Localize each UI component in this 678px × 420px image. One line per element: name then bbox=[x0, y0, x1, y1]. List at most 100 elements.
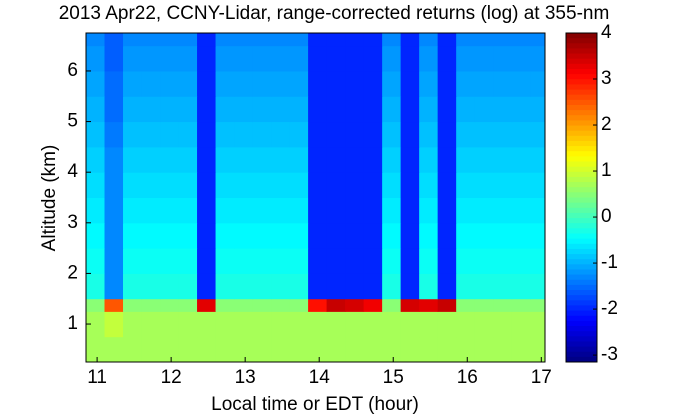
heatmap-cell bbox=[197, 197, 217, 224]
colorbar-tick-label: -1 bbox=[601, 252, 618, 273]
colorbar-swatch bbox=[566, 120, 597, 127]
heatmap-cell bbox=[437, 222, 457, 249]
colorbar-swatch bbox=[566, 336, 597, 342]
colorbar-tick-label: -3 bbox=[601, 344, 618, 365]
heatmap-cell bbox=[493, 273, 513, 300]
heatmap-cell bbox=[419, 222, 439, 249]
heatmap-cell bbox=[437, 248, 457, 274]
heatmap-cell bbox=[437, 197, 457, 224]
heatmap-cell bbox=[178, 311, 198, 338]
colorbar-swatch bbox=[566, 315, 597, 322]
heatmap-cell bbox=[326, 172, 346, 198]
heatmap-cell bbox=[511, 96, 531, 123]
heatmap-cell bbox=[234, 222, 254, 249]
heatmap-cell bbox=[530, 336, 546, 363]
heatmap-cell bbox=[215, 197, 235, 224]
x-tick-label: 15 bbox=[383, 367, 404, 388]
heatmap-cell bbox=[141, 248, 161, 274]
heatmap-cell bbox=[160, 222, 180, 249]
y-axis-label: Altitude (km) bbox=[39, 145, 60, 252]
colorbar-swatch bbox=[566, 104, 597, 111]
heatmap-cell bbox=[289, 298, 309, 312]
colorbar-swatch bbox=[566, 202, 597, 209]
heatmap-cell bbox=[400, 248, 420, 274]
heatmap-cell bbox=[474, 273, 494, 300]
colorbar-tick-label: -2 bbox=[601, 298, 618, 319]
heatmap-cell bbox=[234, 33, 254, 47]
colorbar-swatch bbox=[566, 115, 597, 121]
heatmap-cell bbox=[178, 298, 198, 312]
heatmap-cell bbox=[400, 121, 420, 148]
heatmap-cell bbox=[511, 121, 531, 148]
colorbar-swatch bbox=[566, 310, 597, 317]
heatmap-cell bbox=[160, 311, 180, 338]
y-tick-label: 2 bbox=[67, 262, 78, 283]
heatmap-cell bbox=[104, 222, 124, 249]
heatmap-cell bbox=[234, 172, 254, 198]
heatmap-cell bbox=[456, 146, 476, 173]
colorbar-swatch bbox=[566, 346, 597, 353]
heatmap-cell bbox=[197, 222, 217, 249]
heatmap-cell bbox=[252, 248, 272, 274]
heatmap-cell bbox=[104, 70, 124, 97]
heatmap-cell bbox=[363, 45, 383, 72]
heatmap-cell bbox=[419, 45, 439, 72]
colorbar-swatch bbox=[566, 207, 597, 214]
heatmap-cell bbox=[160, 273, 180, 300]
colorbar-swatch bbox=[566, 171, 597, 178]
heatmap-cell bbox=[363, 146, 383, 173]
colorbar-swatch bbox=[566, 351, 597, 358]
heatmap-cell bbox=[400, 197, 420, 224]
heatmap-cell bbox=[271, 197, 291, 224]
heatmap-cell bbox=[493, 45, 513, 72]
colorbar-swatch bbox=[566, 53, 597, 60]
heatmap-cell bbox=[289, 311, 309, 338]
heatmap-cell bbox=[456, 33, 476, 47]
x-tick-label: 13 bbox=[235, 367, 256, 388]
heatmap-cell bbox=[511, 197, 531, 224]
heatmap-cell bbox=[141, 222, 161, 249]
heatmap-cell bbox=[252, 311, 272, 338]
colorbar-swatch bbox=[566, 279, 597, 286]
heatmap-cell bbox=[197, 298, 217, 312]
heatmap-cell bbox=[456, 121, 476, 148]
x-tick-label: 16 bbox=[457, 367, 478, 388]
heatmap-cell bbox=[271, 121, 291, 148]
heatmap-cell bbox=[345, 311, 365, 338]
heatmap-cell bbox=[437, 273, 457, 300]
colorbar-swatch bbox=[566, 176, 597, 183]
plot-frame bbox=[85, 32, 546, 363]
colorbar-swatch bbox=[566, 156, 597, 163]
heatmap-cell bbox=[382, 33, 402, 47]
heatmap-cell bbox=[289, 96, 309, 123]
heatmap-cell bbox=[530, 146, 546, 173]
y-tick-label: 6 bbox=[67, 60, 78, 81]
heatmap-cell bbox=[382, 96, 402, 123]
heatmap-cell bbox=[456, 273, 476, 300]
heatmap-cell bbox=[437, 146, 457, 173]
heatmap-cell bbox=[530, 197, 546, 224]
colorbar-swatch bbox=[566, 197, 597, 204]
heatmap-cell bbox=[437, 33, 457, 47]
heatmap-cell bbox=[178, 273, 198, 300]
heatmap-cell bbox=[437, 121, 457, 148]
colorbar-swatch bbox=[566, 264, 597, 270]
heatmap-cell bbox=[141, 96, 161, 123]
heatmap-cell bbox=[271, 248, 291, 274]
heatmap-cell bbox=[160, 33, 180, 47]
x-axis-label: Local time or EDT (hour) bbox=[211, 394, 419, 415]
heatmap-cell bbox=[419, 146, 439, 173]
heatmap-cell bbox=[493, 311, 513, 338]
heatmap-cell bbox=[252, 45, 272, 72]
heatmap-cell bbox=[456, 222, 476, 249]
y-tick-label: 1 bbox=[67, 313, 78, 334]
heatmap-cell bbox=[530, 96, 546, 123]
heatmap-cell bbox=[493, 146, 513, 173]
colorbar-swatch bbox=[566, 341, 597, 348]
heatmap-cell bbox=[234, 197, 254, 224]
heatmap-cell bbox=[160, 172, 180, 198]
heatmap-cell bbox=[252, 70, 272, 97]
heatmap-cell bbox=[86, 45, 106, 72]
heatmap-cell bbox=[86, 336, 106, 363]
